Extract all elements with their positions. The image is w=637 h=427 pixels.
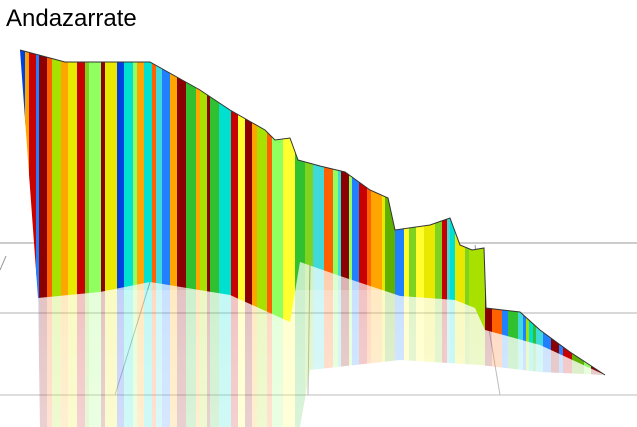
gradient-stripe [207, 50, 211, 375]
gradient-stripe [382, 50, 386, 375]
gradient-stripe [144, 50, 153, 375]
gradient-stripe [319, 50, 325, 375]
gradient-stripe [117, 50, 125, 375]
gradient-stripe [152, 50, 157, 375]
gradient-stripe [267, 50, 273, 375]
gradient-stripe [385, 50, 396, 375]
gradient-stripe [252, 50, 258, 375]
gradient-stripe [349, 50, 353, 375]
gradient-stripe [238, 50, 246, 375]
gradient-stripe [47, 50, 53, 375]
gradient-stripe [333, 50, 339, 375]
gradient-stripe [196, 50, 201, 375]
grid-line [0, 255, 7, 271]
gradient-stripe [210, 50, 220, 375]
gradient-stripe [245, 50, 253, 375]
gradient-stripe [85, 50, 90, 375]
gradient-stripe [341, 50, 350, 375]
gradient-stripe [137, 50, 145, 375]
gradient-stripe [231, 50, 239, 375]
gradient-stripe [133, 50, 138, 375]
gradient-stripe [29, 50, 37, 375]
gradient-stripe [101, 50, 106, 375]
gradient-stripe [156, 50, 163, 375]
gradient-stripe [61, 50, 69, 375]
gradient-stripe [257, 50, 268, 375]
gradient-stripe [39, 50, 48, 375]
gradient-stripe [295, 50, 306, 375]
gradient-stripe [367, 50, 372, 375]
gradient-stripe [272, 50, 284, 375]
gradient-stripe [313, 50, 320, 375]
gradient-stripe [186, 50, 197, 375]
gradient-stripe [359, 50, 368, 375]
gradient-stripe [352, 50, 360, 375]
gradient-stripe [371, 50, 383, 375]
reflection-fade [0, 290, 637, 427]
gradient-stripe [36, 50, 40, 375]
gradient-stripe [177, 50, 187, 375]
gradient-stripe [52, 50, 62, 375]
gradient-stripe [200, 50, 208, 375]
profile-edge [19, 49, 606, 376]
gradient-stripe [170, 50, 178, 375]
gradient-stripe [68, 50, 78, 375]
gradient-stripe [124, 50, 134, 375]
gradient-stripe [338, 50, 342, 375]
gradient-stripe [165, 50, 171, 375]
gradient-stripe [77, 50, 86, 375]
gradient-stripe [305, 50, 314, 375]
gradient-stripe [162, 50, 166, 375]
gradient-stripe [324, 50, 334, 375]
title: Andazarrate [6, 5, 137, 32]
